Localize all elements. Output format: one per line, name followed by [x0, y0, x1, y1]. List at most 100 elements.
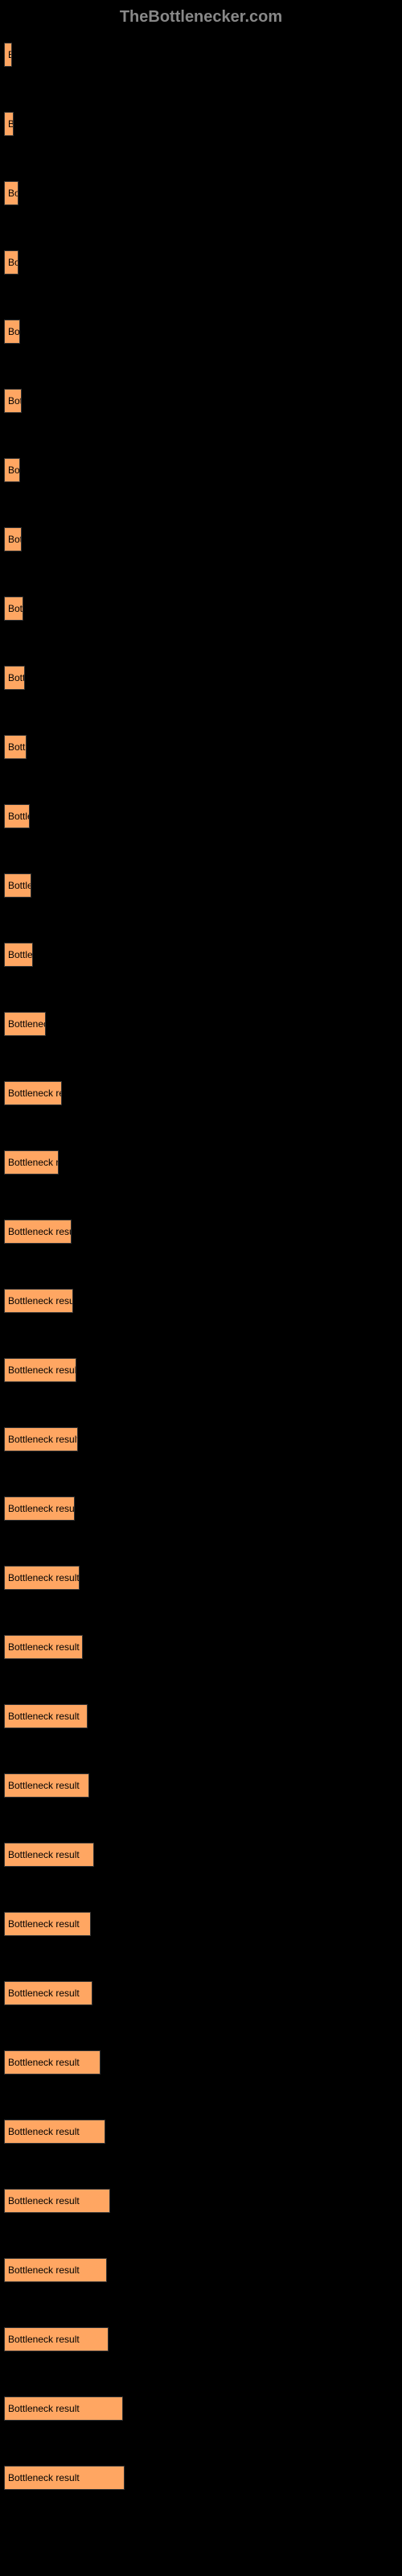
bar-row: Bottleneck result — [4, 1150, 398, 1174]
bar-label: Bottleneck result — [8, 949, 33, 960]
bar-row: Bottleneck result — [4, 250, 398, 275]
bar-row: Bottleneck result — [4, 735, 398, 759]
bar: Bottleneck result — [4, 597, 23, 621]
bar-label: Bottleneck result — [8, 2057, 80, 2068]
bar: Bottleneck result — [4, 112, 14, 136]
bar-row: Bottleneck result — [4, 112, 398, 136]
bar: Bottleneck result — [4, 735, 27, 759]
bar-label: Bottleneck result — [8, 1295, 73, 1307]
bar-label: Bottleneck result — [8, 1503, 75, 1514]
bar-row: Bottleneck result — [4, 1220, 398, 1244]
bar: Bottleneck result — [4, 389, 22, 413]
bar: Bottleneck result — [4, 1289, 73, 1313]
bar-label: Bottleneck result — [8, 118, 14, 130]
bar-row: Bottleneck result — [4, 2120, 398, 2144]
bar-label: Bottleneck result — [8, 188, 18, 199]
bar-row: Bottleneck result — [4, 873, 398, 898]
bar-row: Bottleneck result — [4, 1843, 398, 1867]
bar-label: Bottleneck result — [8, 49, 12, 60]
bar-row: Bottleneck result — [4, 389, 398, 413]
bar-row: Bottleneck result — [4, 1358, 398, 1382]
bar: Bottleneck result — [4, 2258, 107, 2282]
bar: Bottleneck result — [4, 1704, 88, 1728]
bar-row: Bottleneck result — [4, 1012, 398, 1036]
bar: Bottleneck result — [4, 2327, 109, 2351]
bar-row: Bottleneck result — [4, 527, 398, 551]
bar: Bottleneck result — [4, 1566, 80, 1590]
bar: Bottleneck result — [4, 2466, 125, 2490]
bar-label: Bottleneck result — [8, 257, 18, 268]
bar-label: Bottleneck result — [8, 1088, 62, 1099]
bar-row: Bottleneck result — [4, 1566, 398, 1590]
bar-label: Bottleneck result — [8, 603, 23, 614]
bar: Bottleneck result — [4, 2396, 123, 2421]
bar-row: Bottleneck result — [4, 1773, 398, 1798]
bar-row: Bottleneck result — [4, 2396, 398, 2421]
bar-row: Bottleneck result — [4, 1635, 398, 1659]
bar-row: Bottleneck result — [4, 43, 398, 67]
bar-label: Bottleneck result — [8, 672, 25, 683]
bar-label: Bottleneck result — [8, 2472, 80, 2483]
bar-label: Bottleneck result — [8, 1988, 80, 1999]
bar: Bottleneck result — [4, 1220, 72, 1244]
bar: Bottleneck result — [4, 181, 18, 205]
bar-row: Bottleneck result — [4, 666, 398, 690]
bar: Bottleneck result — [4, 2050, 100, 2074]
bar-label: Bottleneck result — [8, 2195, 80, 2207]
bar: Bottleneck result — [4, 804, 30, 828]
site-header: TheBottlenecker.com — [0, 0, 402, 43]
bar: Bottleneck result — [4, 320, 20, 344]
bar-row: Bottleneck result — [4, 1081, 398, 1105]
bar-row: Bottleneck result — [4, 597, 398, 621]
bar-label: Bottleneck result — [8, 1572, 80, 1583]
bar-row: Bottleneck result — [4, 320, 398, 344]
bar-label: Bottleneck result — [8, 1157, 59, 1168]
bar-row: Bottleneck result — [4, 1427, 398, 1451]
bar-row: Bottleneck result — [4, 2466, 398, 2490]
bar: Bottleneck result — [4, 666, 25, 690]
bar-label: Bottleneck result — [8, 880, 31, 891]
bar-row: Bottleneck result — [4, 2327, 398, 2351]
bar-label: Bottleneck result — [8, 1641, 80, 1653]
bar-label: Bottleneck result — [8, 811, 30, 822]
bar: Bottleneck result — [4, 458, 20, 482]
bar-label: Bottleneck result — [8, 2264, 80, 2276]
bar: Bottleneck result — [4, 1358, 76, 1382]
bar-row: Bottleneck result — [4, 2258, 398, 2282]
bar-label: Bottleneck result — [8, 2403, 80, 2414]
site-title: TheBottlenecker.com — [120, 8, 282, 26]
bar: Bottleneck result — [4, 1843, 94, 1867]
bar: Bottleneck result — [4, 2120, 105, 2144]
bar-label: Bottleneck result — [8, 1434, 78, 1445]
bar: Bottleneck result — [4, 1912, 91, 1936]
bar-row: Bottleneck result — [4, 2189, 398, 2213]
bar-label: Bottleneck result — [8, 1018, 46, 1030]
bar-label: Bottleneck result — [8, 326, 20, 337]
bar-label: Bottleneck result — [8, 741, 27, 753]
bar-label: Bottleneck result — [8, 1226, 72, 1237]
bar: Bottleneck result — [4, 943, 33, 967]
bar-label: Bottleneck result — [8, 464, 20, 476]
bar: Bottleneck result — [4, 1496, 75, 1521]
bar: Bottleneck result — [4, 527, 22, 551]
bar-row: Bottleneck result — [4, 1981, 398, 2005]
bar-label: Bottleneck result — [8, 1364, 76, 1376]
bar-label: Bottleneck result — [8, 1711, 80, 1722]
bar-row: Bottleneck result — [4, 181, 398, 205]
bar-label: Bottleneck result — [8, 2334, 80, 2345]
bar-row: Bottleneck result — [4, 458, 398, 482]
bar-label: Bottleneck result — [8, 1918, 80, 1930]
bar: Bottleneck result — [4, 1635, 83, 1659]
bar-row: Bottleneck result — [4, 1496, 398, 1521]
bar-row: Bottleneck result — [4, 1289, 398, 1313]
bar: Bottleneck result — [4, 43, 12, 67]
bar-row: Bottleneck result — [4, 943, 398, 967]
bar: Bottleneck result — [4, 1981, 92, 2005]
bar: Bottleneck result — [4, 1012, 46, 1036]
bar: Bottleneck result — [4, 2189, 110, 2213]
bar: Bottleneck result — [4, 1150, 59, 1174]
bar-row: Bottleneck result — [4, 2050, 398, 2074]
bar-label: Bottleneck result — [8, 1780, 80, 1791]
bar-row: Bottleneck result — [4, 1704, 398, 1728]
bar-label: Bottleneck result — [8, 2126, 80, 2137]
